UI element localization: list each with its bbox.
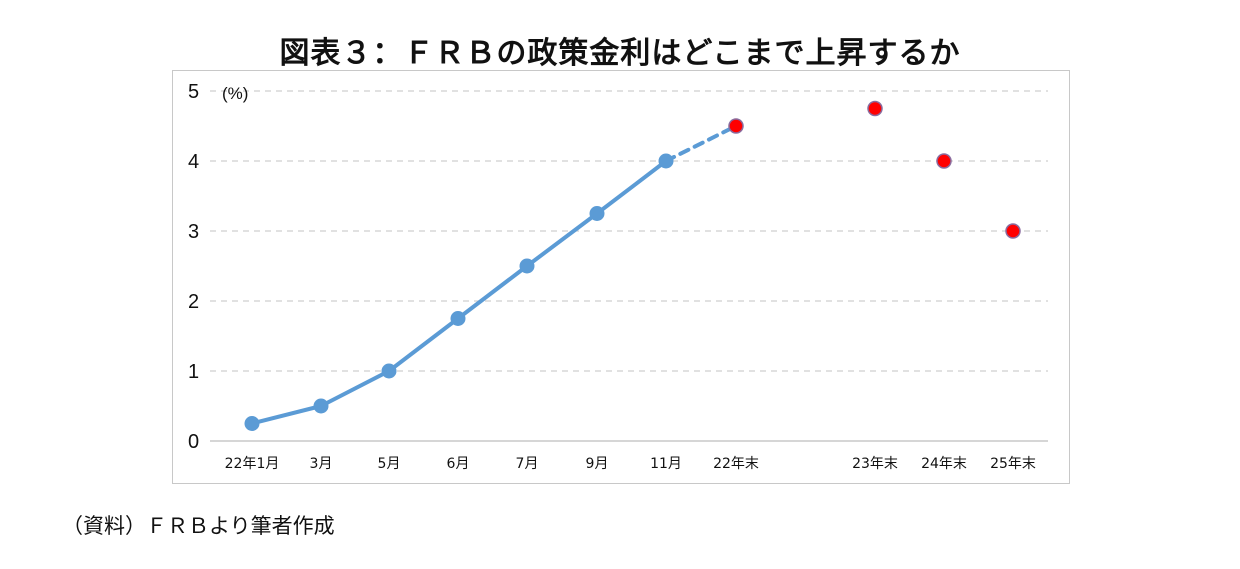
data-point (450, 311, 466, 326)
x-tick-label: 7月 (516, 456, 539, 472)
x-tick-label: 11月 (650, 456, 682, 472)
x-tick-label: 24年末 (921, 456, 967, 472)
y-tick-label: 4 (188, 151, 199, 173)
forecast-point (936, 153, 952, 169)
x-tick-label: 25年末 (990, 456, 1036, 472)
y-tick-label: 1 (188, 361, 199, 383)
x-tick-label: 22年末 (713, 456, 759, 472)
series-line-dashed (664, 124, 738, 163)
data-point (381, 363, 397, 379)
series-line-solid (250, 159, 668, 426)
x-tick-label: 5月 (378, 456, 401, 472)
data-point (313, 398, 329, 414)
x-tick-label: 23年末 (852, 456, 898, 472)
x-tick-label: 9月 (586, 456, 609, 472)
chart-area: 0 1 2 3 4 5 (%) 22年1月 3月 5月 6月 7月 9月 11月 22年末 23年末 24年末 2… (172, 70, 1070, 484)
data-point (589, 206, 605, 221)
x-tick-label: 3月 (310, 456, 333, 472)
data-point (519, 258, 535, 274)
chart-frame (172, 70, 1070, 484)
x-tick-label: 6月 (447, 456, 470, 472)
line-chart: 0 1 2 3 4 5 (%) 22年1月 3月 5月 6月 7月 9月 11月 22年末 23年末 24年末 2… (188, 81, 1048, 472)
data-point (244, 416, 260, 431)
y-tick-label: 2 (188, 291, 199, 313)
chart-title: 図表３：ＦＲＢの政策金利はどこまで上昇するか (279, 36, 961, 71)
x-tick-label: 22年1月 (225, 456, 280, 472)
source-note: （資料）ＦＲＢより筆者作成 (62, 514, 335, 538)
y-tick-label: 5 (188, 81, 199, 103)
y-tick-label: 3 (188, 221, 199, 243)
forecast-point (1005, 223, 1021, 239)
y-tick-label: 0 (188, 431, 199, 453)
forecast-point (867, 100, 883, 117)
forecast-point (728, 118, 744, 134)
y-unit-label: (%) (222, 84, 248, 103)
